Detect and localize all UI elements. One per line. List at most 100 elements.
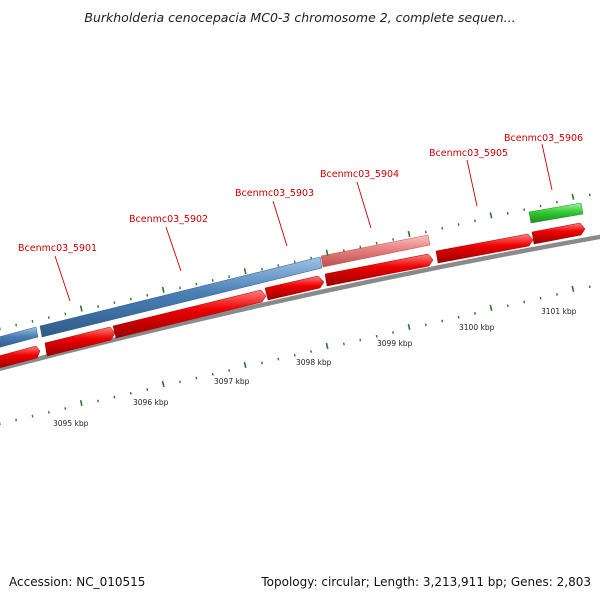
tick-mark [571,193,575,200]
tick-mark [113,395,116,399]
tick-mark [571,285,575,292]
tick-mark [31,319,34,323]
gene-label[interactable]: Bcenmc03_5905 [429,148,508,159]
forward-gene[interactable] [0,326,39,348]
callout-line [356,181,372,229]
tick-mark [375,241,378,245]
forward-strand-genes [0,202,584,348]
callout-line [54,255,71,302]
callout-line [466,159,478,207]
reverse-gene[interactable] [112,289,267,339]
tick-mark [15,418,18,422]
scale-label: 3100 kbp [459,323,495,332]
tick-mark [211,279,214,282]
scale-label: 3098 kbp [296,358,332,367]
gene-label[interactable]: Bcenmc03_5901 [18,243,97,254]
tick-mark [359,245,362,249]
tick-mark [325,249,329,256]
reverse-gene[interactable] [531,222,586,245]
tick-mark [457,315,460,319]
tick-mark [424,323,427,327]
tick-mark [293,353,296,357]
tick-mark [161,286,165,293]
tick-mark [489,212,493,219]
tick-mark [277,264,280,267]
tick-mark [228,275,231,279]
tick-mark [539,204,542,208]
tick-mark [243,268,247,275]
tick-mark [129,297,132,301]
tick-mark [310,256,313,260]
chromosome-backbone [0,234,600,372]
tick-mark [97,399,100,403]
gene-label[interactable]: Bcenmc03_5903 [235,188,314,199]
scale-label: 3101 kbp [541,307,577,316]
tick-mark [243,361,247,369]
tick-mark [392,238,395,241]
forward-gene[interactable] [320,234,431,268]
tick-mark [179,286,181,290]
tick-mark [407,230,411,238]
tick-mark [293,260,296,264]
tick-mark [325,342,329,350]
tick-mark [195,282,198,286]
tick-mark [195,376,198,380]
tick-mark [211,372,214,376]
tick-mark [64,312,67,316]
callout-line [272,200,288,247]
tick-mark [97,305,100,308]
tick-mark [555,293,558,296]
forward-gene[interactable] [528,202,584,224]
reverse-gene[interactable] [435,233,534,264]
tick-mark [342,342,345,346]
tick-mark [539,296,542,300]
tick-mark [47,410,50,414]
tick-mark [64,407,67,410]
tick-mark [129,391,132,395]
gene-label[interactable]: Bcenmc03_5906 [504,133,583,144]
callout-line [541,143,553,191]
tick-mark [407,323,411,331]
tick-mark [457,223,460,226]
tick-mark [79,305,83,312]
reverse-gene[interactable] [44,326,116,357]
tick-mark [310,350,313,353]
sequence-summary: Topology: circular; Length: 3,213,911 bp… [261,575,591,589]
tick-mark [392,331,395,334]
forward-gene[interactable] [39,256,323,338]
tick-mark [523,208,526,212]
tick-mark [474,219,476,223]
tick-mark [179,380,181,384]
reverse-gene[interactable] [0,345,41,369]
scale-label: 3095 kbp [53,419,89,428]
tick-mark [228,369,231,372]
tick-mark [260,361,263,365]
tick-mark [47,316,50,319]
gene-callout-lines [54,143,553,302]
tick-mark [260,267,263,271]
callout-line [165,226,182,272]
gene-label[interactable]: Bcenmc03_5904 [320,169,399,180]
tick-mark [506,304,509,308]
tick-mark [506,212,509,215]
gene-label[interactable]: Bcenmc03_5902 [129,214,208,225]
tick-mark [555,200,558,204]
accession-text: Accession: NC_010515 [9,575,146,589]
tick-mark [161,380,165,388]
tick-mark [489,304,493,312]
reverse-gene[interactable] [324,253,434,287]
tick-mark [79,399,83,407]
tick-mark [588,285,591,289]
map-title: Burkholderia cenocepacia MC0-3 chromosom… [84,10,516,25]
tick-mark [15,323,18,327]
outer-tick-marks [0,193,591,330]
reverse-gene[interactable] [264,275,325,301]
inner-tick-marks [0,285,591,425]
tick-mark [342,249,345,252]
scale-label: 3099 kbp [377,339,413,348]
tick-mark [424,230,427,234]
tick-mark [441,319,444,323]
tick-mark [146,293,149,297]
scale-label: 3096 kbp [133,398,169,407]
